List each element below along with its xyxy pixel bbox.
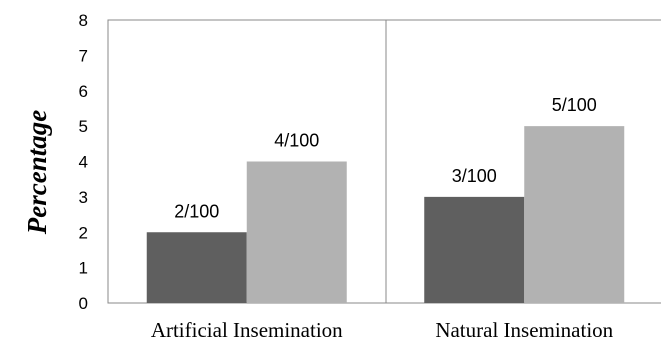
y-tick-label: 0 <box>79 294 88 313</box>
category-labels: Artificial Insemination Natural Inseminat… <box>151 318 614 342</box>
bars <box>146 126 625 303</box>
bar <box>524 126 625 303</box>
y-tick-label: 5 <box>79 117 88 136</box>
data-label: 2/100 <box>174 201 219 221</box>
data-label: 5/100 <box>552 95 597 115</box>
y-axis-ticks: 0 1 2 3 4 5 6 7 8 <box>79 11 88 313</box>
bar <box>146 232 247 303</box>
category-label: Artificial Insemination <box>151 318 343 342</box>
y-tick-label: 1 <box>79 259 88 278</box>
category-label: Natural Insemination <box>435 318 613 342</box>
y-tick-label: 8 <box>79 11 88 30</box>
bar <box>424 196 525 303</box>
y-axis-title: Percentage <box>22 110 52 235</box>
y-tick-label: 4 <box>79 153 88 172</box>
y-tick-label: 7 <box>79 46 88 65</box>
y-tick-label: 2 <box>79 223 88 242</box>
y-tick-label: 3 <box>79 188 88 207</box>
data-labels: 2/100 4/100 3/100 5/100 <box>174 95 597 221</box>
data-label: 4/100 <box>274 131 319 151</box>
bar <box>246 161 347 303</box>
data-label: 3/100 <box>452 166 497 186</box>
y-tick-label: 6 <box>79 82 88 101</box>
